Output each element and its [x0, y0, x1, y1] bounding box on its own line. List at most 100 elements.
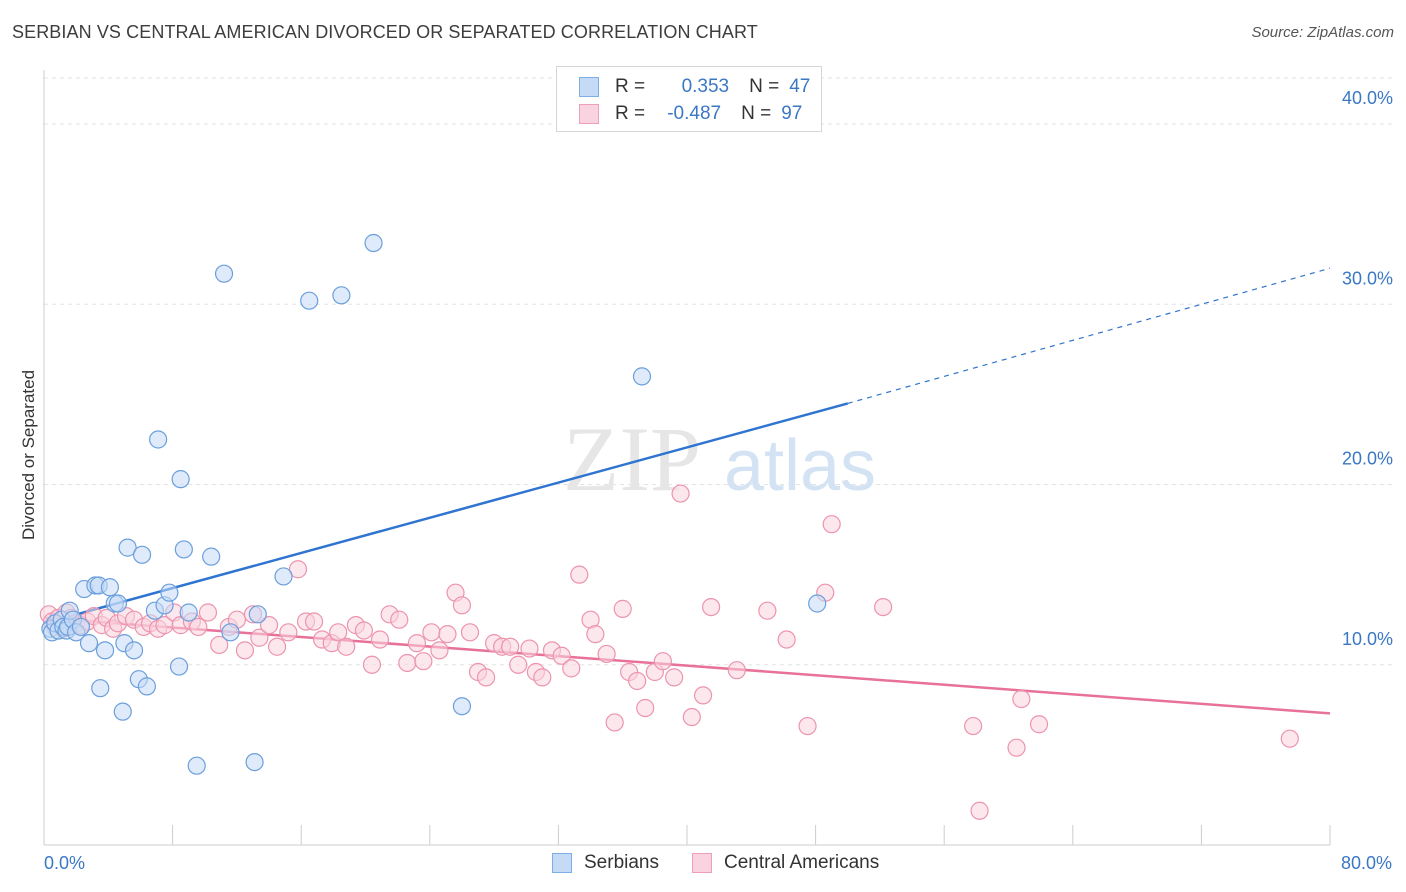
central-american-point [354, 621, 373, 640]
legend-item-central-americans: Central Americans [692, 852, 879, 874]
serbian-point [332, 286, 351, 305]
central-american-point [1012, 689, 1031, 709]
trend-line-serbians [43, 402, 849, 625]
central-american-point [605, 713, 624, 732]
central-american-point [533, 668, 552, 687]
central-american-point [329, 623, 348, 642]
serbian-point [248, 605, 267, 624]
central-american-point [1007, 738, 1026, 757]
y-tick-label: 40.0% [1342, 88, 1393, 108]
tick-labels: 10.0% 20.0% 30.0% 40.0% 0.0% 80.0% [44, 88, 1393, 873]
serbian-point [160, 583, 179, 602]
y-tick-label: 20.0% [1342, 449, 1393, 469]
legend-label: Central Americans [724, 852, 880, 873]
serbian-point [221, 623, 240, 642]
serbians-legend-swatch [552, 853, 572, 873]
central-american-point [407, 634, 427, 653]
serbian-point [95, 641, 115, 660]
serbian-point [149, 430, 168, 449]
serbian-point [179, 603, 198, 622]
central-american-point [727, 661, 746, 680]
r-label: R = [615, 103, 646, 124]
central-american-point [520, 639, 539, 658]
central-american-point [235, 641, 255, 660]
central-american-point [250, 628, 269, 647]
central-american-point [476, 668, 496, 687]
serbian-point [71, 617, 91, 637]
central-american-point [798, 716, 817, 736]
serbian-point [632, 367, 652, 386]
serbian-point [808, 594, 827, 613]
serbian-point [79, 634, 99, 653]
n-label: N = [741, 103, 772, 124]
serbian-point [171, 470, 190, 489]
serbian-point [214, 264, 234, 283]
central-american-point [702, 597, 721, 617]
stats-row-serbians: R = 0.353 N = 47 [579, 75, 810, 99]
central-american-point [653, 652, 672, 671]
gridlines [44, 77, 1392, 666]
serbian-point [137, 677, 156, 696]
serbian-point [452, 697, 472, 716]
central-american-point [1029, 715, 1049, 734]
central-american-point [210, 635, 229, 655]
axes [43, 70, 1331, 846]
stats-row-central-americans: R = -0.487 N = 97 [579, 102, 802, 126]
r-value: 0.353 [681, 76, 730, 97]
serbian-point [274, 567, 293, 586]
central-american-point [597, 644, 616, 664]
x-tick-label: 80.0% [1341, 853, 1392, 873]
central-american-point [438, 625, 457, 644]
central-american-point [390, 610, 409, 629]
central-american-point [267, 637, 287, 656]
central-american-point [777, 630, 796, 649]
central-american-point [452, 596, 472, 615]
central-american-point [398, 653, 417, 673]
serbian-point [100, 578, 120, 597]
stats-legend: R = 0.353 N = 47 R = -0.487 N = 97 [556, 66, 822, 132]
central-american-point [501, 637, 520, 656]
central-american-point [628, 671, 647, 691]
central-american-point [460, 623, 480, 642]
serbian-point [202, 547, 221, 566]
y-axis-label: Divorced or Separated [19, 370, 38, 540]
serbian-point [132, 545, 152, 564]
n-value: 47 [789, 76, 811, 97]
central-american-point [362, 655, 382, 674]
central-american-point [570, 565, 589, 584]
central-american-point [279, 623, 298, 642]
serbian-point [174, 540, 193, 559]
central-american-point [874, 597, 893, 617]
y-tick-label: 10.0% [1342, 629, 1393, 649]
central-american-point [337, 637, 356, 656]
serbian-point [91, 679, 110, 698]
central-american-point [613, 599, 632, 618]
serbian-point [118, 538, 137, 557]
y-tick-label: 30.0% [1342, 268, 1393, 288]
chart-title: SERBIAN VS CENTRAL AMERICAN DIVORCED OR … [12, 22, 758, 42]
central-american-point [636, 698, 655, 718]
watermark: ZIP atlas [563, 408, 876, 510]
serbian-point [113, 702, 132, 721]
central-americans-legend-swatch [692, 853, 712, 873]
central-american-point [288, 560, 308, 579]
n-label: N = [749, 76, 780, 97]
series-legend: Serbians Central Americans [0, 852, 1406, 878]
serbian-point [169, 657, 189, 676]
source-label: Source: ZipAtlas.com [1251, 24, 1394, 41]
central-american-point [430, 641, 449, 660]
central-american-point [822, 515, 841, 534]
serbian-point [187, 756, 206, 775]
n-value: 97 [781, 103, 803, 124]
serbian-point [300, 291, 319, 310]
serbians-swatch [579, 77, 599, 97]
central-american-point [964, 716, 983, 736]
central-american-point [671, 484, 690, 503]
watermark-atlas: atlas [724, 426, 876, 506]
central-american-point [422, 623, 441, 642]
central-american-point [304, 612, 324, 631]
central-american-point [198, 603, 218, 622]
central-american-point [370, 630, 390, 649]
central-american-point [665, 668, 684, 687]
